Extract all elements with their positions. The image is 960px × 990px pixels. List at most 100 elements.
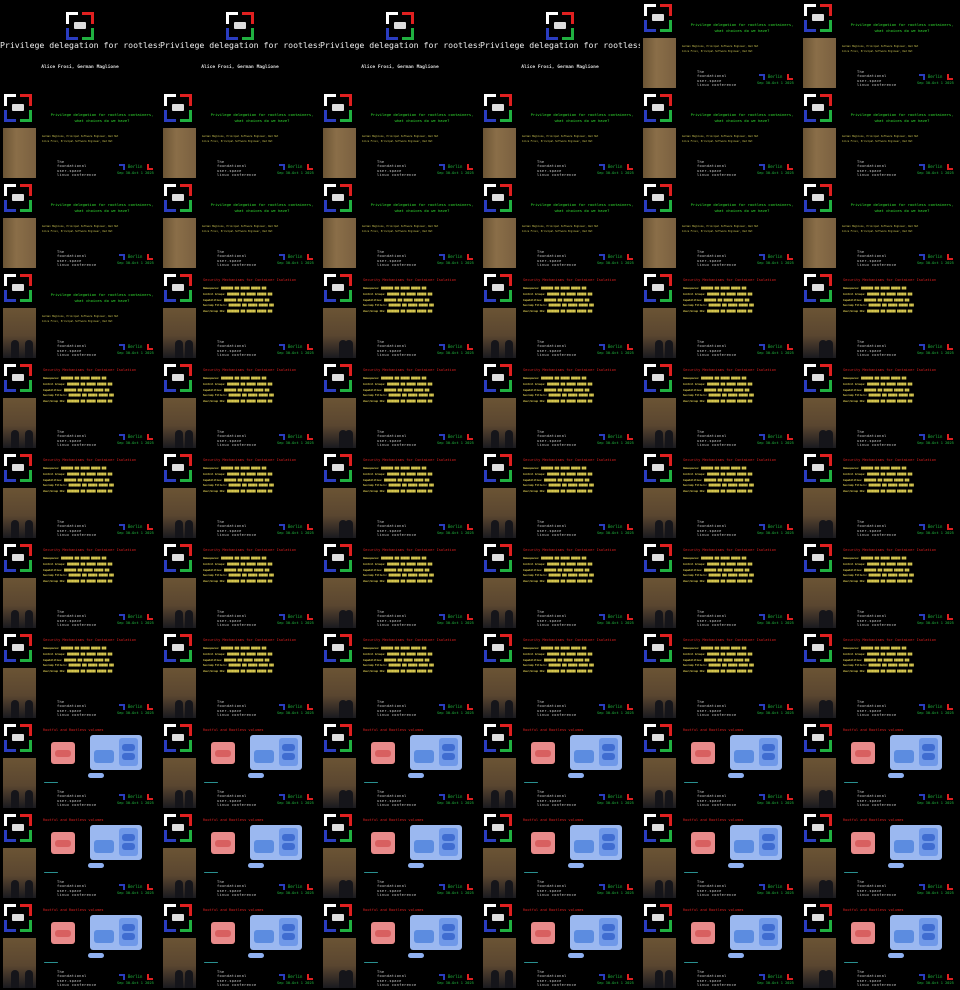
volume-box <box>439 918 458 946</box>
slide-heading: Rootful and Rootless volumes <box>523 818 584 822</box>
video-frame-security[interactable]: The foundational user-space linux confer… <box>0 360 160 450</box>
video-frame-security[interactable]: The foundational user-space linux confer… <box>320 630 480 720</box>
video-frame-title[interactable]: The foundational user-space linux confer… <box>800 0 960 90</box>
berlin-badge: Berlin Sep 30-Oct 1 2025 <box>757 254 797 268</box>
video-frame-security[interactable]: The foundational user-space linux confer… <box>320 450 480 540</box>
video-frame-volumes[interactable]: The foundational user-space linux confer… <box>0 900 160 990</box>
video-frame-title[interactable]: The foundational user-space linux confer… <box>320 90 480 180</box>
video-frame-volumes[interactable]: The foundational user-space linux confer… <box>160 720 320 810</box>
video-frame-security[interactable]: The foundational user-space linux confer… <box>800 450 960 540</box>
video-frame-volumes[interactable]: The foundational user-space linux confer… <box>480 720 640 810</box>
video-frame-title[interactable]: The foundational user-space linux confer… <box>640 90 800 180</box>
video-frame-volumes[interactable]: The foundational user-space linux confer… <box>480 810 640 900</box>
bullet-item: Seccomp Filters: ████████ ███ ██████ ███… <box>523 484 594 488</box>
video-frame-security[interactable]: The foundational user-space linux confer… <box>640 450 800 540</box>
host-box <box>88 863 104 868</box>
video-frame-security[interactable]: The foundational user-space linux confer… <box>0 450 160 540</box>
video-frame-security[interactable]: The foundational user-space linux confer… <box>800 270 960 360</box>
video-frame-title[interactable]: The foundational user-space linux confer… <box>0 180 160 270</box>
video-frame-security[interactable]: The foundational user-space linux confer… <box>480 450 640 540</box>
video-frame-security[interactable]: The foundational user-space linux confer… <box>320 360 480 450</box>
video-frame-title[interactable]: The foundational user-space linux confer… <box>800 180 960 270</box>
slide-heading: Security Mechanisms for Container Isolat… <box>203 458 297 462</box>
volume-inner-2 <box>282 933 295 940</box>
bullet-item: Seccomp Filters: ████████ ███ ██████ ███… <box>203 664 274 668</box>
video-frame-title[interactable]: The foundational user-space linux confer… <box>640 180 800 270</box>
video-frame-security[interactable]: The foundational user-space linux confer… <box>800 540 960 630</box>
video-frame-volumes[interactable]: The foundational user-space linux confer… <box>480 900 640 990</box>
video-frame-security[interactable]: The foundational user-space linux confer… <box>160 540 320 630</box>
volume-inner-1 <box>122 744 135 751</box>
video-frame-volumes[interactable]: The foundational user-space linux confer… <box>320 810 480 900</box>
video-frame-volumes[interactable]: The foundational user-space linux confer… <box>640 810 800 900</box>
city-label: Berlin <box>768 704 783 709</box>
video-frame-volumes[interactable]: The foundational user-space linux confer… <box>640 900 800 990</box>
video-frame-title[interactable]: The foundational user-space linux confer… <box>0 90 160 180</box>
video-frame-title[interactable]: The foundational user-space linux confer… <box>800 90 960 180</box>
talk-authors: Alice Frosi, German Maglione <box>361 65 439 70</box>
bullet-list: Namespaces: ████████ ███ ██████ ██████ █… <box>843 377 955 406</box>
video-frame-title[interactable]: The foundational user-space linux confer… <box>320 180 480 270</box>
conference-logo <box>386 12 414 40</box>
video-frame-volumes[interactable]: The foundational user-space linux confer… <box>800 900 960 990</box>
video-frame-title[interactable]: The foundational user-space linux confer… <box>480 180 640 270</box>
video-frame-volumes[interactable]: The foundational user-space linux confer… <box>0 810 160 900</box>
video-frame-volumes[interactable]: The foundational user-space linux confer… <box>320 720 480 810</box>
conference-logo <box>66 12 94 40</box>
video-frame-security[interactable]: The foundational user-space linux confer… <box>480 270 640 360</box>
video-frame-title[interactable]: The foundational user-space linux confer… <box>480 90 640 180</box>
video-frame-security[interactable]: The foundational user-space linux confer… <box>160 630 320 720</box>
video-frame-cover[interactable]: Privilege delegation for rootless contai… <box>0 0 160 90</box>
speaker-camera-feed <box>803 128 836 178</box>
video-frame-volumes[interactable]: The foundational user-space linux confer… <box>800 720 960 810</box>
video-frame-cover[interactable]: Privilege delegation for rootless contai… <box>480 0 640 90</box>
city-label: Berlin <box>128 794 143 799</box>
video-frame-security[interactable]: The foundational user-space linux confer… <box>160 450 320 540</box>
video-frame-security[interactable]: The foundational user-space linux confer… <box>640 360 800 450</box>
video-frame-title[interactable]: The foundational user-space linux confer… <box>0 270 160 360</box>
bullet-item: Control Groups: ████████ ███ ██████ ████… <box>843 652 913 656</box>
slide-title: Privilege delegation for rootless contai… <box>530 202 634 213</box>
video-frame-volumes[interactable]: The foundational user-space linux confer… <box>160 810 320 900</box>
video-frame-security[interactable]: The foundational user-space linux confer… <box>640 540 800 630</box>
video-frame-title[interactable]: The foundational user-space linux confer… <box>160 90 320 180</box>
video-frame-volumes[interactable]: The foundational user-space linux confer… <box>640 720 800 810</box>
video-frame-volumes[interactable]: The foundational user-space linux confer… <box>800 810 960 900</box>
bullet-item: Namespaces: ████████ ███ ██████ ██████ █… <box>203 287 267 290</box>
video-frame-volumes[interactable]: The foundational user-space linux confer… <box>320 900 480 990</box>
conference-footer: The foundational user-space linux confer… <box>57 340 97 357</box>
bullet-item: Seccomp Filters: ████████ ███ ██████ ███… <box>203 574 274 578</box>
video-frame-title[interactable]: The foundational user-space linux confer… <box>640 0 800 90</box>
video-frame-security[interactable]: The foundational user-space linux confer… <box>480 360 640 450</box>
video-frame-security[interactable]: The foundational user-space linux confer… <box>160 360 320 450</box>
video-frame-cover[interactable]: Privilege delegation for rootless contai… <box>160 0 320 90</box>
conference-logo <box>546 12 574 40</box>
speaker-camera-feed <box>3 398 36 448</box>
video-frame-security[interactable]: The foundational user-space linux confer… <box>800 360 960 450</box>
dates-label: Sep 30-Oct 1 2025 <box>117 981 154 985</box>
video-frame-security[interactable]: The foundational user-space linux confer… <box>320 270 480 360</box>
conference-logo <box>4 184 32 212</box>
video-frame-volumes[interactable]: The foundational user-space linux confer… <box>160 900 320 990</box>
video-frame-security[interactable]: The foundational user-space linux confer… <box>0 630 160 720</box>
video-frame-security[interactable]: The foundational user-space linux confer… <box>640 270 800 360</box>
video-frame-security[interactable]: The foundational user-space linux confer… <box>480 540 640 630</box>
bullet-list: Namespaces: ████████ ███ ██████ ██████ █… <box>43 377 155 406</box>
bullet-item: Seccomp Filters: ████████ ███ ██████ ███… <box>683 664 754 668</box>
conference-logo <box>484 544 512 572</box>
berlin-badge: Berlin Sep 30-Oct 1 2025 <box>277 434 317 448</box>
video-frame-security[interactable]: The foundational user-space linux confer… <box>320 540 480 630</box>
video-frame-security[interactable]: The foundational user-space linux confer… <box>480 630 640 720</box>
video-frame-security[interactable]: The foundational user-space linux confer… <box>640 630 800 720</box>
video-frame-security[interactable]: The foundational user-space linux confer… <box>800 630 960 720</box>
video-frame-cover[interactable]: Privilege delegation for rootless contai… <box>320 0 480 90</box>
video-frame-security[interactable]: The foundational user-space linux confer… <box>160 270 320 360</box>
video-frame-volumes[interactable]: The foundational user-space linux confer… <box>0 720 160 810</box>
video-frame-security[interactable]: The foundational user-space linux confer… <box>0 540 160 630</box>
bullet-list: Namespaces: ████████ ███ ██████ ██████ █… <box>363 647 475 676</box>
volume-inner-1 <box>122 834 135 841</box>
rootful-inner <box>855 930 871 937</box>
berlin-badge: Berlin Sep 30-Oct 1 2025 <box>597 434 637 448</box>
bullet-item: Control Groups: ████████ ███ ██████ ████… <box>203 562 273 566</box>
video-frame-title[interactable]: The foundational user-space linux confer… <box>160 180 320 270</box>
